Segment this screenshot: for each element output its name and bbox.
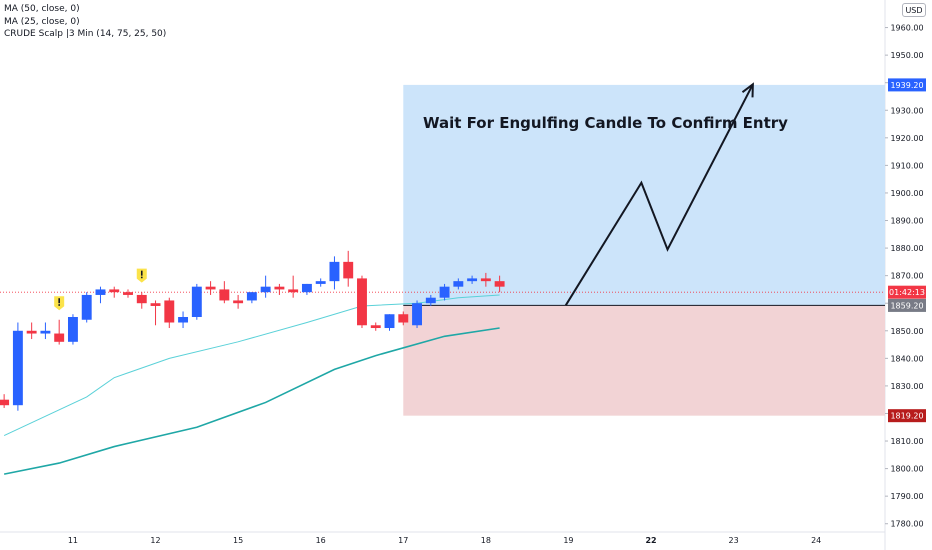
candle-body (453, 281, 464, 287)
currency-button[interactable]: USD (902, 3, 926, 17)
price-tick-label: 1790.00 (890, 492, 923, 501)
candle-body (136, 294, 147, 304)
candle-body (412, 303, 422, 326)
candle-body (205, 286, 216, 290)
price-axis[interactable]: 1960.001950.001940.001930.001920.001910.… (885, 24, 924, 529)
candle-body (109, 289, 120, 293)
candle-body (315, 281, 326, 284)
time-tick-label: 24 (811, 536, 821, 545)
projection-path (564, 83, 754, 306)
price-tick-label: 1920.00 (890, 134, 923, 143)
candle-body (246, 292, 257, 301)
candle-body (164, 300, 175, 323)
signal-marker-dot (140, 276, 143, 279)
candle-body (384, 314, 395, 329)
price-tick-label: 1870.00 (890, 272, 923, 281)
target-zone (403, 84, 885, 306)
price-tags: 1939.20 01:42:13 1859.20 1819.20 (888, 78, 926, 423)
candle-body (67, 316, 78, 342)
time-tick-label: 18 (481, 536, 491, 545)
stop-price-tag: 1819.20 (890, 412, 923, 421)
ma-fast-line (3, 294, 500, 436)
target-price-tag: 1939.20 (890, 81, 923, 90)
candle-body (123, 292, 133, 295)
annotation-text[interactable]: Wait For Engulfing Candle To Confirm Ent… (423, 114, 788, 132)
candle-body (439, 286, 450, 298)
candle-body (398, 314, 409, 323)
entry-tag-bg (888, 298, 926, 312)
price-tick-label: 1810.00 (890, 437, 923, 446)
price-tick-label: 1890.00 (890, 217, 923, 226)
price-tick-label: 1880.00 (890, 244, 923, 253)
legend-crude-scalp[interactable]: CRUDE Scalp |3 Min (14, 75, 25, 50) (4, 29, 167, 39)
candle-body (260, 286, 271, 293)
candle-body (178, 316, 189, 323)
candles (0, 250, 505, 411)
price-tick-label: 1840.00 (890, 354, 923, 363)
indicator-legend[interactable]: MA (50, close, 0) MA (25, close, 0) CRUD… (4, 3, 166, 41)
time-tick-label: 16 (316, 536, 326, 545)
price-tick-label: 1850.00 (890, 327, 923, 336)
time-tick-label: 17 (398, 536, 408, 545)
signal-markers[interactable] (54, 268, 147, 311)
legend-ma50[interactable]: MA (50, close, 0) (4, 4, 80, 14)
legend-ma25[interactable]: MA (25, close, 0) (4, 16, 80, 27)
time-tick-label: 12 (150, 536, 160, 545)
time-tick-label: 11 (68, 536, 78, 545)
price-tick-label: 1960.00 (890, 24, 923, 33)
entry-price-tag: 1859.20 (890, 301, 923, 310)
price-tick-label: 1930.00 (890, 106, 923, 115)
candle-body (0, 399, 10, 406)
signal-marker-dot (58, 304, 60, 306)
arrowhead (741, 82, 754, 98)
price-tick-label: 1950.00 (890, 51, 923, 60)
candle-body (301, 283, 312, 293)
candle-body (370, 325, 381, 329)
candle-body (54, 333, 65, 342)
stop-tag-bg (888, 409, 926, 423)
candle-body (274, 286, 285, 290)
time-tick-label: 22 (645, 536, 656, 545)
countdown-tag: 01:42:13 (889, 288, 925, 297)
price-tick-label: 1800.00 (890, 465, 923, 474)
candle-body (480, 278, 491, 282)
candle-body (26, 330, 37, 334)
signal-marker-mark (58, 298, 60, 304)
signal-marker-mark (140, 270, 143, 276)
moving-averages (3, 294, 500, 475)
candle-body (81, 294, 92, 320)
candle-body (191, 286, 202, 317)
time-tick-label: 15 (233, 536, 243, 545)
candle-body (40, 330, 51, 334)
candle-body (12, 330, 23, 406)
time-tick-label: 19 (563, 536, 573, 545)
price-tick-label: 1780.00 (890, 520, 923, 529)
candle-body (494, 281, 505, 287)
ma-slow-line (3, 327, 500, 475)
candle-body (425, 297, 436, 304)
price-tick-label: 1900.00 (890, 189, 923, 198)
candle-body (343, 261, 354, 279)
time-tick-label: 23 (729, 536, 739, 545)
candle-body (357, 278, 367, 326)
target-tag-bg (888, 78, 926, 92)
countdown-tag-bg (888, 285, 926, 299)
candle-body (150, 303, 161, 306)
candle-body (233, 300, 244, 304)
candle-body (219, 289, 230, 301)
candle-body (467, 278, 478, 282)
price-tick-label: 1830.00 (890, 382, 923, 391)
price-tick-label: 1910.00 (890, 161, 923, 170)
time-axis[interactable]: 11 12 15 16 17 18 19 22 23 24 (68, 536, 821, 545)
candle-body (95, 289, 106, 295)
projection-arrow[interactable] (564, 82, 754, 306)
candle-body (329, 261, 340, 282)
position-zones[interactable] (403, 84, 885, 416)
stop-zone (403, 305, 885, 416)
candle-body (288, 289, 299, 293)
